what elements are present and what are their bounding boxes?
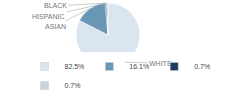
svg-text:ASIAN: ASIAN: [45, 23, 66, 30]
svg-text:0.7%: 0.7%: [65, 82, 81, 89]
svg-text:BLACK: BLACK: [44, 2, 67, 9]
svg-text:HISPANIC: HISPANIC: [32, 13, 65, 20]
svg-text:WHITE: WHITE: [149, 60, 172, 67]
svg-text:16.1%: 16.1%: [129, 63, 149, 70]
svg-text:82.5%: 82.5%: [65, 63, 85, 70]
svg-text:0.7%: 0.7%: [194, 63, 210, 70]
